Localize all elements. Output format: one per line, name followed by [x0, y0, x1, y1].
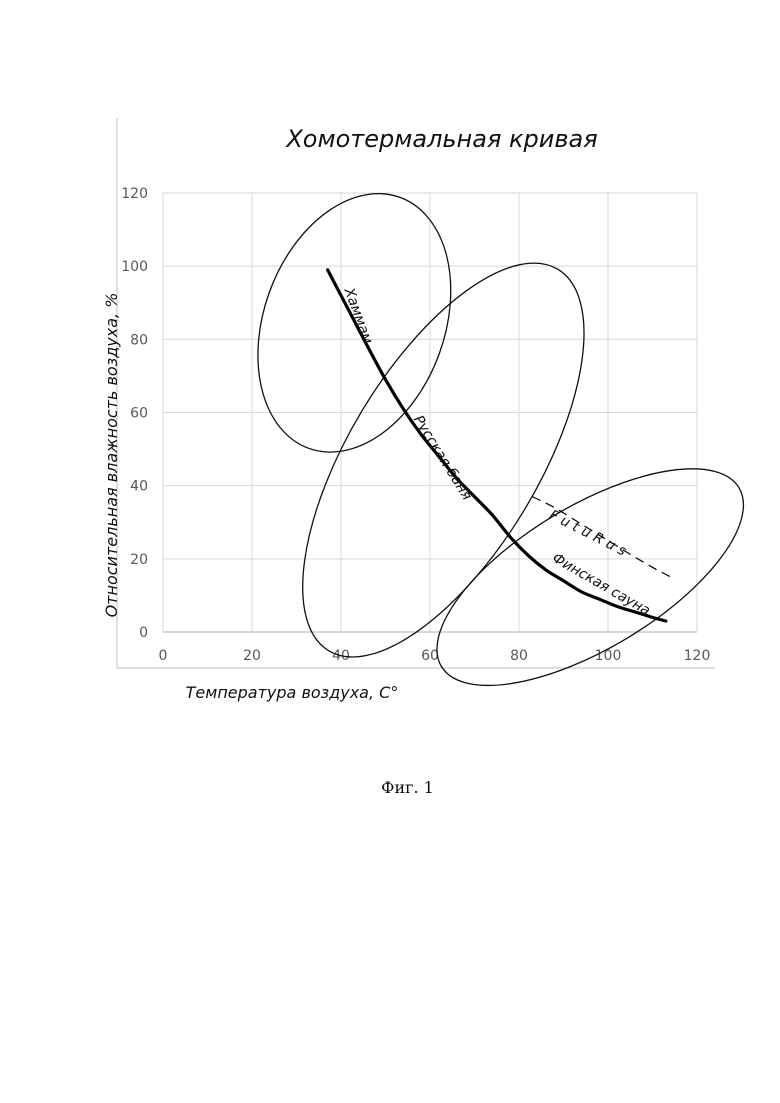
annotations: ХаммамРусская баняФинская саунаF u t u R… [340, 285, 653, 619]
figure-caption: Фиг. 1 [0, 778, 780, 797]
x-tick-label: 60 [421, 648, 439, 664]
y-tick-label: 40 [130, 479, 148, 495]
y-tick-label: 120 [121, 186, 148, 202]
chart-title: Хомотермальная кривая [284, 125, 597, 153]
series [328, 270, 675, 621]
x-tick-label: 80 [510, 648, 528, 664]
x-tick-label: 120 [684, 648, 711, 664]
x-tick-label: 100 [595, 648, 622, 664]
y-tick-label: 60 [130, 406, 148, 422]
grid [163, 193, 697, 632]
region-label: Русская баня [410, 413, 475, 504]
y-tick-label: 0 [139, 625, 148, 641]
region-label: Хаммам [340, 285, 376, 347]
x-axis-label: Температура воздуха, С° [186, 683, 399, 702]
region-label: Финская сауна [549, 550, 652, 619]
y-tick-label: 100 [121, 259, 148, 275]
y-axis-label: Относительная влажность воздуха, % [102, 293, 121, 618]
x-tick-label: 0 [159, 648, 168, 664]
y-tick-label: 20 [130, 552, 148, 568]
regions [224, 167, 776, 728]
x-tick-label: 20 [243, 648, 261, 664]
series-line-homothermal [328, 270, 666, 621]
y-tick-label: 80 [130, 332, 148, 348]
